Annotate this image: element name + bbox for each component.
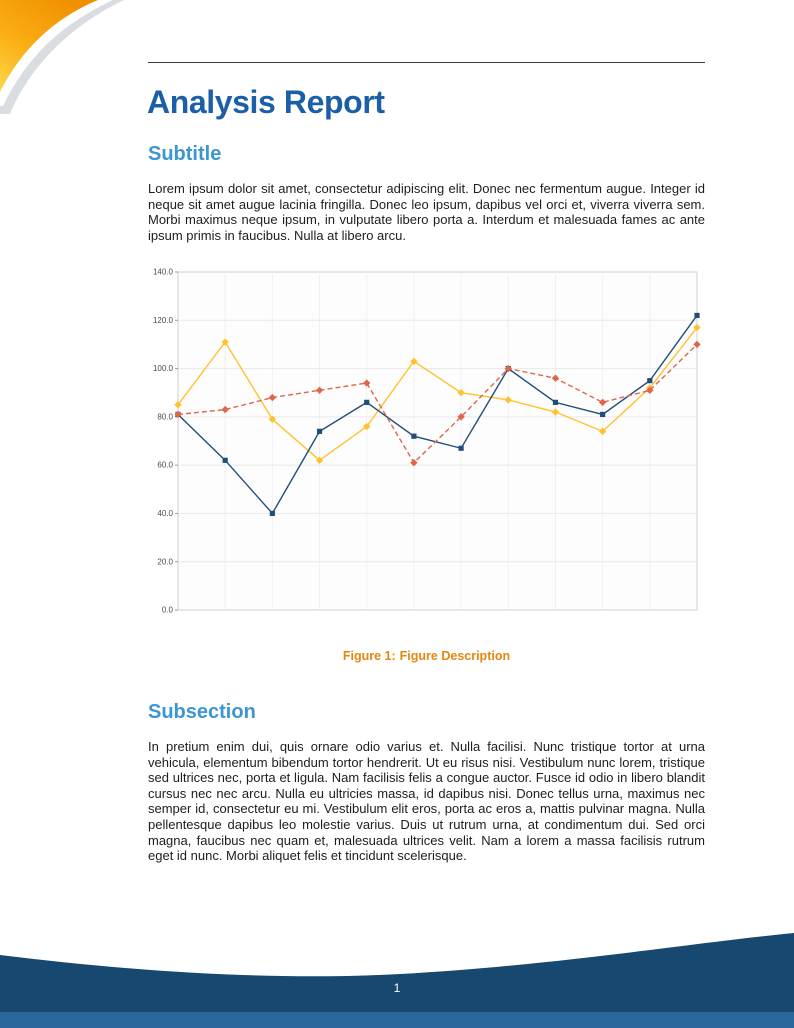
footer-wave: [0, 933, 794, 1028]
svg-text:80.0: 80.0: [157, 412, 173, 421]
top-rule: [148, 62, 705, 63]
section-heading-subsection: Subsection: [148, 701, 256, 723]
chart-svg: 0.0 20.0 40.0 60.0 80.0 100.0 120.0 140.0: [153, 268, 701, 615]
svg-text:20.0: 20.0: [157, 557, 173, 566]
svg-text:40.0: 40.0: [157, 509, 173, 518]
figure-caption-text: Figure Description: [399, 649, 511, 663]
line-chart: 0.0 20.0 40.0 60.0 80.0 100.0 120.0 140.0: [148, 262, 705, 620]
footer-bottom-strip: [0, 1012, 794, 1028]
page-number: 1: [393, 981, 401, 995]
paragraph-subsection: In pretium enim dui, quis ornare odio va…: [148, 739, 705, 864]
swoosh-orange-wedge: [0, 0, 98, 92]
figure-caption-label: Figure 1:: [342, 649, 396, 663]
svg-text:0.0: 0.0: [162, 606, 174, 615]
svg-text:120.0: 120.0: [153, 316, 174, 325]
svg-text:60.0: 60.0: [157, 461, 173, 470]
footer-navy-wave: [0, 933, 794, 1028]
svg-text:140.0: 140.0: [153, 268, 174, 277]
page-title: Analysis Report: [147, 84, 385, 120]
corner-swoosh-decoration: [0, 0, 124, 114]
paragraph-subtitle: Lorem ipsum dolor sit amet, consectetur …: [148, 181, 705, 243]
svg-text:100.0: 100.0: [153, 364, 174, 373]
figure-caption: Figure 1: Figure Description: [148, 649, 705, 663]
section-heading-subtitle: Subtitle: [148, 143, 222, 165]
